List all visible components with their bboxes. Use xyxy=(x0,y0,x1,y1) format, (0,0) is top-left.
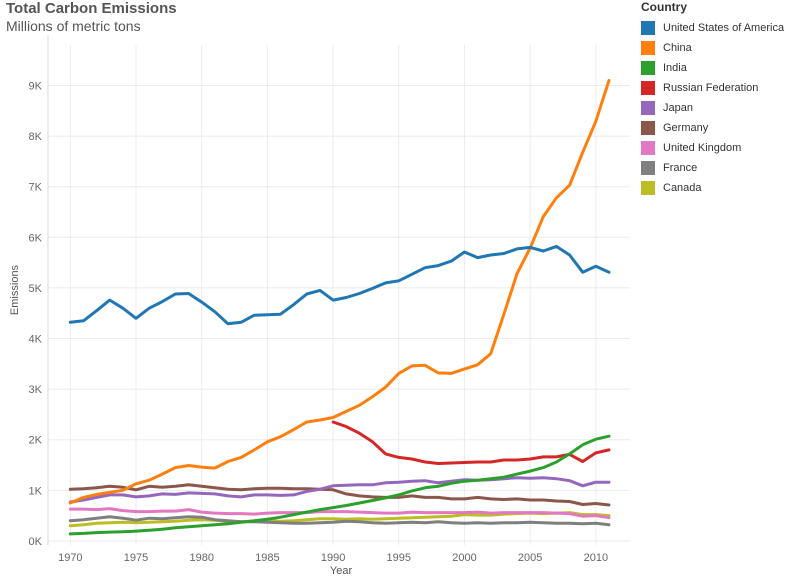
x-tick-label: 1970 xyxy=(58,552,82,564)
series-line[interactable] xyxy=(68,434,611,536)
legend-item[interactable]: United States of America xyxy=(641,18,784,38)
legend-item[interactable]: Japan xyxy=(641,98,784,118)
series-lines xyxy=(68,78,611,536)
y-axis-ticks: 0K 1K 2K 3K 4K 5K 6K 7K 8K 9K xyxy=(29,80,43,547)
y-axis-title: Emissions xyxy=(9,264,21,315)
x-axis-ticks: 1970 1975 1980 1985 1990 1995 2000 2005 2010 xyxy=(58,552,608,564)
series-line[interactable] xyxy=(68,515,611,527)
x-axis-title: Year xyxy=(330,565,353,576)
legend-label: China xyxy=(663,42,692,54)
y-tick-label: 9K xyxy=(29,80,43,92)
legend-swatch xyxy=(641,81,655,95)
legend-label: United Kingdom xyxy=(663,142,742,154)
x-tick-label: 2010 xyxy=(584,552,608,564)
x-tick-label: 1995 xyxy=(387,552,411,564)
y-tick-label: 4K xyxy=(29,334,43,346)
legend-swatch xyxy=(641,41,655,55)
legend-swatch xyxy=(641,141,655,155)
series-line[interactable] xyxy=(68,476,611,504)
legend-title: Country xyxy=(641,0,687,14)
legend-label: France xyxy=(663,162,698,174)
series-line[interactable] xyxy=(331,420,611,465)
legend-item[interactable]: Germany xyxy=(641,118,784,138)
legend-swatch xyxy=(641,21,655,35)
legend-item[interactable]: France xyxy=(641,158,784,178)
y-tick-label: 2K xyxy=(29,435,43,447)
chart-gridlines xyxy=(47,35,630,545)
legend-item[interactable]: India xyxy=(641,58,784,78)
legend-swatch xyxy=(641,61,655,75)
legend-label: Russian Federation xyxy=(663,82,759,94)
legend-label: United States of America xyxy=(663,22,785,34)
x-tick-label: 2005 xyxy=(518,552,542,564)
legend-swatch xyxy=(641,101,655,115)
legend-item[interactable]: Russian Federation xyxy=(641,78,784,98)
y-tick-label: 8K xyxy=(29,131,43,143)
legend-label: Japan xyxy=(663,102,693,114)
y-tick-label: 6K xyxy=(29,232,43,244)
legend-label: Germany xyxy=(663,122,709,134)
series-line[interactable] xyxy=(68,244,611,326)
x-tick-label: 1975 xyxy=(124,552,148,564)
legend: Country United States of America China Ind… xyxy=(641,0,784,198)
x-tick-label: 2000 xyxy=(452,552,476,564)
legend-swatch xyxy=(641,121,655,135)
y-tick-label: 3K xyxy=(29,384,43,396)
y-tick-label: 7K xyxy=(29,182,43,194)
legend-item[interactable]: China xyxy=(641,38,784,58)
series-line[interactable] xyxy=(68,483,611,507)
legend-label: India xyxy=(663,62,687,74)
legend-swatch xyxy=(641,161,655,175)
y-tick-label: 5K xyxy=(29,283,43,295)
legend-items: United States of America China India Russia… xyxy=(641,18,784,198)
series-line[interactable] xyxy=(68,507,611,520)
x-tick-label: 1985 xyxy=(255,552,279,564)
series-line[interactable] xyxy=(68,78,611,505)
chart-title: Total Carbon Emissions xyxy=(6,0,177,17)
line-chart: 0K 1K 2K 3K 4K 5K 6K 7K 8K 9K 1970 1975 1980 1985 199… xyxy=(9,35,630,576)
legend-swatch xyxy=(641,181,655,195)
x-tick-label: 1980 xyxy=(189,552,213,564)
chart-subtitle: Millions of metric tons xyxy=(6,18,141,34)
x-tick-label: 1990 xyxy=(321,552,345,564)
legend-item[interactable]: Canada xyxy=(641,178,784,198)
legend-label: Canada xyxy=(663,182,702,194)
y-tick-label: 0K xyxy=(29,536,43,548)
legend-item[interactable]: United Kingdom xyxy=(641,138,784,158)
y-tick-label: 1K xyxy=(29,485,43,497)
